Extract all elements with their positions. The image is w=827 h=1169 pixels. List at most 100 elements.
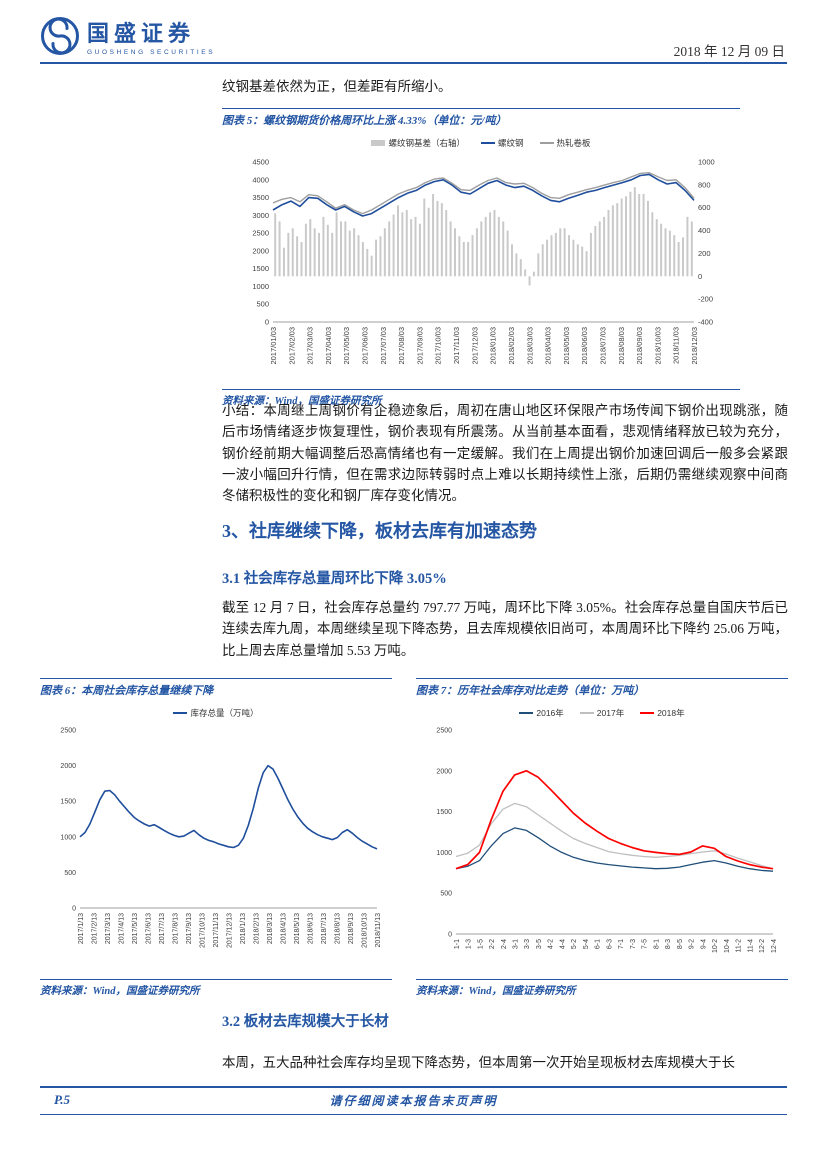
- legend-item: 热轧卷板: [539, 137, 591, 149]
- legend-item: 库存总量（万吨）: [173, 707, 259, 719]
- legend-label: 2018年: [657, 708, 685, 718]
- summary-paragraph: 小结：本周继上周钢价有企稳迹象后，周初在唐山地区环保限产市场传闻下钢价出现跳涨，…: [222, 403, 788, 504]
- svg-text:1-5: 1-5: [477, 939, 484, 949]
- figures-row: 图表 6：本周社会库存总量继续下降 库存总量（万吨） 0 500 1000 1500 2…: [40, 678, 788, 1000]
- svg-text:2017/10/03: 2017/10/03: [433, 327, 442, 365]
- svg-text:2018/03/03: 2018/03/03: [525, 327, 534, 365]
- svg-text:2018/05/03: 2018/05/03: [561, 327, 570, 365]
- svg-text:0: 0: [698, 272, 702, 281]
- section-3-2-title: 3.2 板材去库规模大于长材: [222, 1014, 389, 1030]
- svg-text:1-3: 1-3: [465, 939, 472, 949]
- svg-text:5-2: 5-2: [571, 939, 578, 949]
- legend-swatch: [480, 141, 495, 145]
- legend-swatch: [371, 140, 386, 146]
- svg-text:1500: 1500: [436, 809, 452, 816]
- svg-text:2018/5/13: 2018/5/13: [293, 913, 300, 944]
- svg-text:2018/7/13: 2018/7/13: [320, 913, 327, 944]
- svg-text:2017/05/03: 2017/05/03: [342, 327, 351, 365]
- svg-text:6-3: 6-3: [606, 939, 613, 949]
- svg-text:2017/6/13: 2017/6/13: [145, 913, 152, 944]
- svg-text:2-2: 2-2: [489, 939, 496, 949]
- svg-text:2017/7/13: 2017/7/13: [158, 913, 165, 944]
- figure-7-source: 资料来源：Wind，国盛证券研究所: [416, 979, 788, 1000]
- figure-5-source: 资料来源：Wind，国盛证券研究所: [222, 389, 740, 410]
- svg-text:3-1: 3-1: [512, 939, 519, 949]
- svg-text:2-4: 2-4: [500, 939, 507, 949]
- svg-text:2017/06/03: 2017/06/03: [360, 327, 369, 365]
- figure-5-chart-area: 螺纹钢基差（右轴） 螺纹钢 热轧卷板 0 500 1000 1500 2000 2500 300…: [222, 130, 740, 389]
- svg-text:12-4: 12-4: [770, 939, 777, 953]
- svg-text:200: 200: [698, 249, 711, 258]
- svg-text:2018/11/03: 2018/11/03: [671, 327, 680, 364]
- section-3-1-title: 3.1 社会库存总量周环比下降 3.05%: [222, 571, 447, 587]
- report-date: 2018 年 12 月 09 日: [673, 44, 785, 59]
- brand-subtitle: GUOSHENG SECURITIES: [87, 49, 216, 56]
- svg-text:-200: -200: [698, 295, 713, 304]
- legend-label: 库存总量（万吨）: [190, 708, 259, 718]
- legend-label: 2016年: [536, 708, 564, 718]
- svg-text:2018/4/13: 2018/4/13: [280, 913, 287, 944]
- svg-text:2018/10/03: 2018/10/03: [653, 327, 662, 365]
- svg-text:2017/08/03: 2017/08/03: [397, 327, 406, 365]
- legend-item: 2016年: [519, 707, 564, 719]
- footer-divider-top: [40, 1086, 787, 1088]
- svg-text:2018/02/03: 2018/02/03: [506, 327, 515, 365]
- svg-text:-400: -400: [698, 318, 713, 327]
- svg-text:2000: 2000: [436, 768, 452, 775]
- svg-text:2018/2/13: 2018/2/13: [253, 913, 260, 944]
- legend-label: 2017年: [596, 708, 625, 718]
- svg-text:2500: 2500: [252, 229, 269, 238]
- figure-7-chart-area: 2016年 2017年 2018年 0 500 1000 1500 2000 2500 1-1 1…: [416, 700, 788, 979]
- svg-text:2018/1/13: 2018/1/13: [239, 913, 246, 944]
- svg-text:2017/11/13: 2017/11/13: [212, 913, 219, 948]
- intro-paragraph: 纹钢基差依然为正，但差距有所缩小。: [222, 79, 452, 94]
- svg-text:3000: 3000: [252, 211, 269, 220]
- figure-6-chart-area: 库存总量（万吨） 0 500 1000 1500 2000 2500 2017/1/13 20…: [40, 700, 392, 979]
- figure-5-legend: 螺纹钢基差（右轴） 螺纹钢 热轧卷板: [222, 137, 740, 149]
- svg-text:2017/2/13: 2017/2/13: [91, 913, 98, 944]
- legend-item: 2017年: [579, 707, 625, 719]
- svg-text:600: 600: [698, 203, 711, 212]
- svg-text:2000: 2000: [252, 246, 269, 255]
- figure-6-legend: 库存总量（万吨）: [40, 707, 392, 719]
- footer-disclaimer: 请仔细阅读本报告末页声明: [329, 1094, 498, 1108]
- svg-text:3-3: 3-3: [524, 939, 531, 949]
- svg-text:2017/9/13: 2017/9/13: [185, 913, 192, 944]
- svg-text:1000: 1000: [252, 282, 269, 291]
- svg-text:6-1: 6-1: [594, 939, 601, 949]
- svg-text:2018/08/03: 2018/08/03: [616, 327, 625, 365]
- svg-text:2017/09/03: 2017/09/03: [415, 327, 424, 365]
- figure-6: 图表 6：本周社会库存总量继续下降 库存总量（万吨） 0 500 1000 1500 2…: [40, 678, 392, 1000]
- figure-7-caption: 图表 7：历年社会库存对比走势（单位：万吨）: [416, 678, 788, 700]
- svg-text:2018/06/03: 2018/06/03: [580, 327, 589, 365]
- svg-text:2018/04/03: 2018/04/03: [543, 327, 552, 365]
- svg-text:500: 500: [64, 870, 76, 877]
- svg-text:0: 0: [72, 906, 76, 913]
- svg-text:11-4: 11-4: [747, 939, 754, 953]
- svg-text:7-5: 7-5: [641, 939, 648, 949]
- svg-text:2017/01/03: 2017/01/03: [269, 327, 278, 365]
- figure-6-source: 资料来源：Wind，国盛证券研究所: [40, 979, 392, 1000]
- svg-text:11-2: 11-2: [735, 939, 742, 953]
- svg-text:500: 500: [256, 300, 269, 309]
- svg-text:1000: 1000: [698, 158, 715, 167]
- svg-text:0: 0: [264, 318, 268, 327]
- legend-item: 螺纹钢: [480, 137, 524, 149]
- svg-text:3500: 3500: [252, 193, 269, 202]
- svg-text:2017/4/13: 2017/4/13: [118, 913, 125, 944]
- svg-text:2017/5/13: 2017/5/13: [131, 913, 138, 944]
- figure-7-legend: 2016年 2017年 2018年: [416, 707, 788, 719]
- legend-swatch: [539, 141, 554, 145]
- figure-7-chart: 0 500 1000 1500 2000 2500 1-1 1-3 1-5 2-2 2-4 3-1 3-…: [436, 728, 777, 954]
- footer-divider-bottom: [40, 1114, 787, 1115]
- figure-5: 图表 5：螺纹钢期货价格周环比上涨 4.33%（单位：元/吨） 螺纹钢基差（右轴…: [222, 108, 740, 410]
- svg-text:9-2: 9-2: [688, 939, 695, 949]
- page-number: P.5: [54, 1092, 71, 1107]
- legend-item: 2018年: [640, 707, 685, 719]
- legend-swatch: [579, 711, 594, 715]
- brand-logo: 国盛证券 GUOSHENG SECURITIES: [40, 16, 215, 56]
- svg-text:2017/11/03: 2017/11/03: [452, 327, 461, 364]
- legend-swatch: [173, 711, 188, 715]
- legend-label: 螺纹钢: [497, 138, 524, 148]
- svg-text:2500: 2500: [436, 728, 452, 735]
